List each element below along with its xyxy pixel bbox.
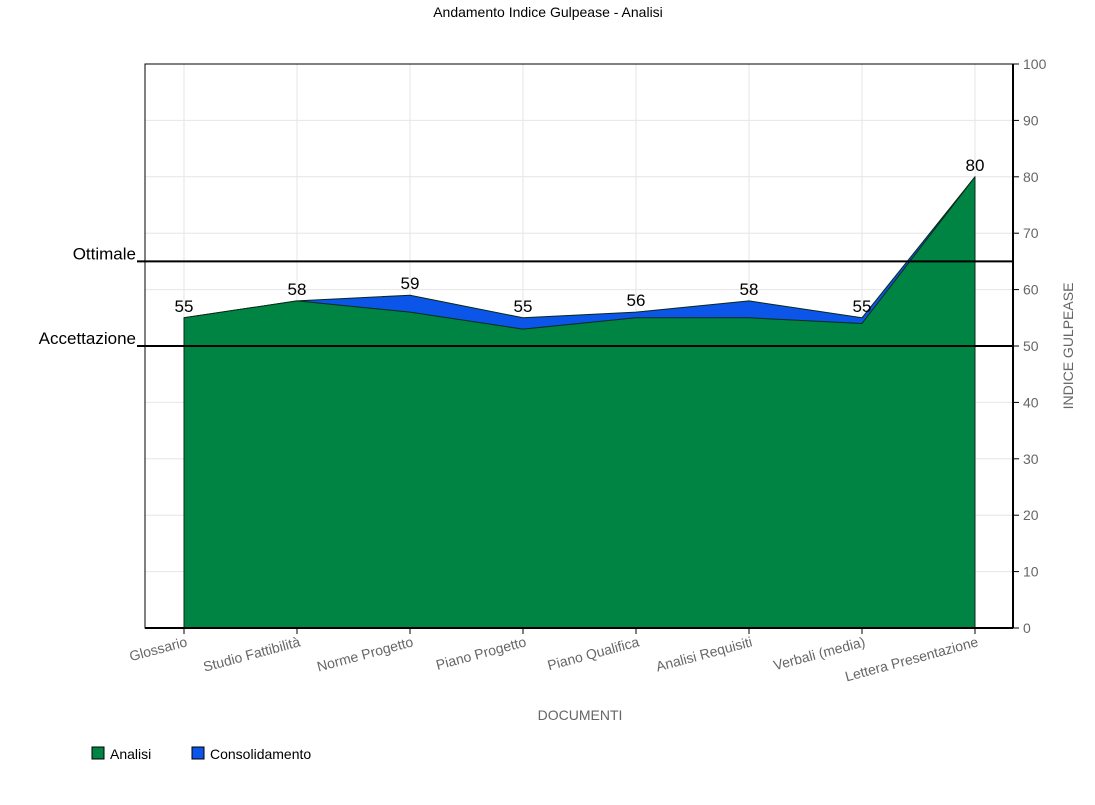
y-tick-label: 0 [1023, 620, 1031, 636]
data-labels: 55 58 59 55 56 58 55 80 [175, 156, 985, 316]
y-tick-label: 80 [1023, 169, 1039, 185]
data-label: 59 [401, 274, 420, 293]
x-tick-label: Glossario [128, 633, 189, 664]
x-tick-label: Piano Progetto [434, 633, 528, 672]
y-tick-label: 20 [1023, 507, 1039, 523]
legend-swatch-consolidamento [191, 746, 205, 760]
y-tick-label: 40 [1023, 394, 1039, 410]
chart-title: Andamento Indice Gulpease - Analisi [433, 4, 663, 20]
legend: Analisi Consolidamento [91, 746, 311, 762]
x-ticks: Glossario Studio Fattibilità Norme Progett… [128, 628, 980, 684]
x-tick-label: Studio Fattibilità [201, 633, 302, 674]
reference-lines: Ottimale Accettazione [39, 244, 1013, 348]
data-label: 56 [627, 291, 646, 310]
x-tick-label: Norme Progetto [315, 633, 415, 674]
data-label: 58 [740, 280, 759, 299]
data-label: 80 [966, 156, 985, 175]
reference-label-accettazione: Accettazione [39, 329, 136, 348]
x-axis-label: DOCUMENTI [538, 707, 623, 723]
data-label: 58 [288, 280, 307, 299]
y-tick-label: 10 [1023, 564, 1039, 580]
y-tick-label: 50 [1023, 338, 1039, 354]
area-analisi [183, 176, 976, 629]
series-areas [183, 176, 976, 629]
legend-label-consolidamento: Consolidamento [210, 746, 311, 762]
legend-swatch-analisi [91, 746, 105, 760]
y-ticks: 0 10 20 30 40 50 60 70 80 90 100 [1013, 56, 1047, 636]
y-tick-label: 90 [1023, 112, 1039, 128]
reference-label-ottimale: Ottimale [73, 244, 136, 263]
x-tick-label: Piano Qualifica [546, 633, 641, 673]
legend-label-analisi: Analisi [110, 746, 151, 762]
data-label: 55 [514, 297, 533, 316]
y-tick-label: 100 [1023, 56, 1047, 72]
y-tick-label: 30 [1023, 451, 1039, 467]
data-label: 55 [853, 297, 872, 316]
data-label: 55 [175, 297, 194, 316]
y-axis-label: INDICE GULPEASE [1060, 283, 1076, 410]
y-tick-label: 70 [1023, 225, 1039, 241]
y-tick-label: 60 [1023, 282, 1039, 298]
x-tick-label: Analisi Requisiti [654, 633, 754, 674]
